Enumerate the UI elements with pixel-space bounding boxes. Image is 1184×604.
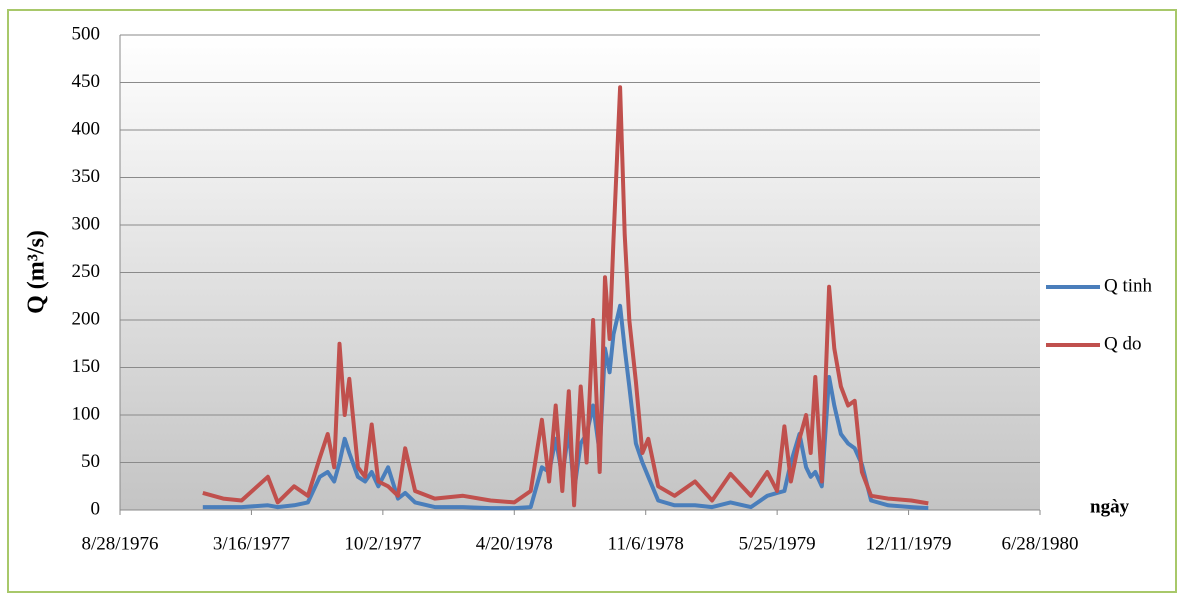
y-tick-label: 150	[72, 356, 101, 377]
y-tick-label: 250	[72, 261, 101, 282]
x-tick-label: 3/16/1977	[213, 533, 290, 554]
x-tick-label: 5/25/1979	[739, 533, 816, 554]
y-tick-label: 350	[72, 166, 101, 187]
y-tick-label: 50	[81, 451, 100, 472]
y-tick-label: 450	[72, 71, 101, 92]
x-tick-label: 10/2/1977	[344, 533, 421, 554]
x-tick-label: 8/28/1976	[81, 533, 158, 554]
y-tick-label: 400	[72, 118, 101, 139]
y-tick-label: 300	[72, 213, 101, 234]
x-tick-label: 4/20/1978	[476, 533, 553, 554]
y-axis-label: Q (m³/s)	[24, 230, 50, 314]
y-tick-label: 500	[72, 23, 101, 44]
series-line	[202, 85, 929, 508]
legend-label: Q tinh	[1104, 275, 1153, 296]
y-tick-label: 0	[91, 498, 101, 519]
x-tick-label: 11/6/1978	[608, 533, 684, 554]
y-tick-label: 100	[72, 403, 101, 424]
y-tick-label: 200	[72, 308, 101, 329]
legend-label: Q do	[1104, 333, 1141, 354]
x-tick-label: 6/28/1980	[1001, 533, 1078, 554]
x-axis-label: ngày	[1090, 496, 1130, 517]
x-tick-label: 12/11/1979	[866, 533, 952, 554]
